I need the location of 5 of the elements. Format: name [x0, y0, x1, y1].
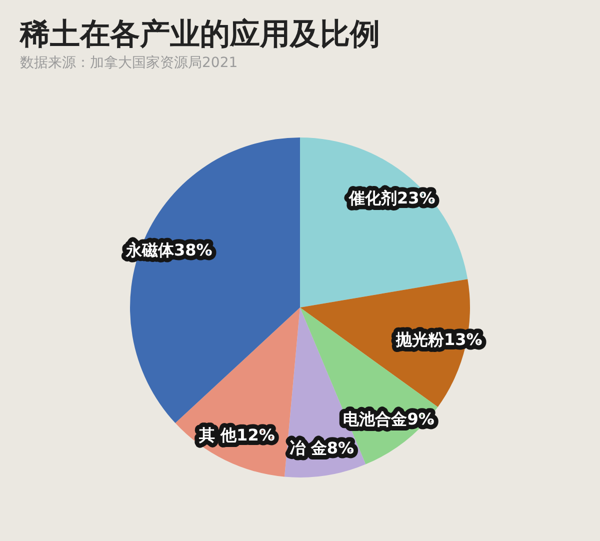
- chart-title: 稀土在各产业的应用及比例: [19, 17, 380, 52]
- slice-label: 冶 金8%: [289, 438, 354, 458]
- slice-label: 其 他12%: [198, 426, 275, 445]
- pie-slice: [300, 138, 468, 308]
- chart-subtitle: 数据来源：加拿大国家资源局2021: [20, 55, 238, 71]
